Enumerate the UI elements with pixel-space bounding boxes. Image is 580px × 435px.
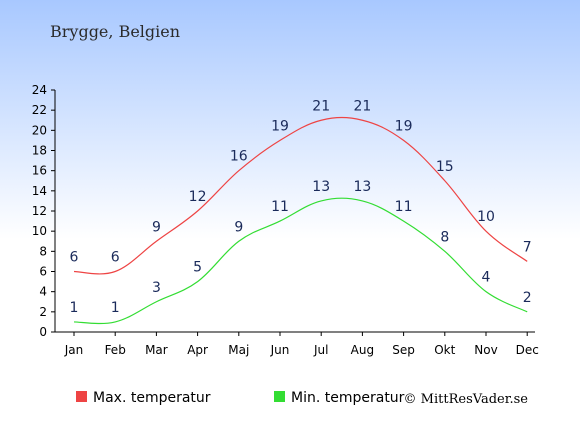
max-temperature-data-label: 6 (111, 250, 120, 266)
y-tick-label: 24 (32, 83, 47, 97)
y-tick-label: 20 (32, 123, 47, 137)
copyright: © MittResVader.se (404, 392, 529, 407)
x-tick-label: Okt (434, 343, 455, 357)
x-tick-label: Feb (105, 343, 126, 357)
legend: Max. temperatur Min. temperatur (76, 390, 405, 406)
max-temperature-data-label: 12 (189, 189, 207, 205)
max-temperature-data-label: 19 (395, 118, 413, 134)
x-tick-label: Jun (270, 343, 290, 357)
min-temperature-data-label: 1 (70, 300, 79, 316)
x-tick-label: Sep (392, 343, 415, 357)
legend-label-min: Min. temperatur (291, 390, 405, 406)
x-tick-label: Jul (313, 343, 328, 357)
max-temperature-data-label: 7 (523, 239, 532, 255)
min-temperature-data-label: 5 (193, 260, 202, 276)
x-tick-label: Maj (228, 343, 249, 357)
min-temperature-data-label: 9 (234, 219, 243, 235)
x-tick-label: Jan (64, 343, 84, 357)
max-temperature-data-label: 19 (271, 118, 289, 134)
y-tick-label: 6 (39, 265, 47, 279)
max-temperature-data-label: 21 (353, 98, 371, 114)
min-temperature-data-label: 11 (271, 199, 289, 215)
y-tick-label: 10 (32, 224, 47, 238)
min-temperature-data-label: 11 (395, 199, 413, 215)
max-temperature-data-label: 16 (230, 149, 248, 165)
max-temperature-data-label: 21 (312, 98, 330, 114)
legend-swatch-max (76, 391, 87, 402)
max-temperature-line (73, 116, 528, 275)
y-tick-label: 18 (32, 144, 47, 158)
x-tick-label: Dec (516, 343, 539, 357)
y-tick-label: 8 (39, 244, 47, 258)
x-tick-label: Nov (474, 343, 497, 357)
y-tick-label: 2 (39, 305, 47, 319)
min-temperature-data-label: 8 (440, 229, 449, 245)
min-temperature-data-label: 13 (312, 179, 330, 195)
max-temperature-data-label: 9 (152, 219, 161, 235)
max-temperature-data-label: 10 (477, 209, 495, 225)
min-temperature-data-label: 3 (152, 280, 161, 296)
min-temperature-data-label: 4 (482, 270, 491, 286)
min-temperature-data-label: 13 (353, 179, 371, 195)
y-tick-label: 0 (39, 325, 47, 339)
min-temperature-data-label: 1 (111, 300, 120, 316)
min-temperature-data-label: 2 (523, 290, 532, 306)
y-tick-label: 16 (32, 164, 47, 178)
min-temperature-line (73, 197, 528, 325)
max-temperature-data-label: 6 (70, 250, 79, 266)
x-tick-label: Mar (145, 343, 168, 357)
legend-label-max: Max. temperatur (93, 390, 211, 406)
max-temperature-data-label: 15 (436, 159, 454, 175)
x-tick-label: Apr (187, 343, 208, 357)
y-tick-label: 14 (32, 184, 47, 198)
chart-title: Brygge, Belgien (50, 22, 180, 41)
y-tick-label: 4 (39, 285, 47, 299)
legend-swatch-min (274, 391, 285, 402)
y-tick-label: 12 (32, 204, 47, 218)
x-tick-label: Aug (351, 343, 374, 357)
y-tick-label: 22 (32, 103, 47, 117)
